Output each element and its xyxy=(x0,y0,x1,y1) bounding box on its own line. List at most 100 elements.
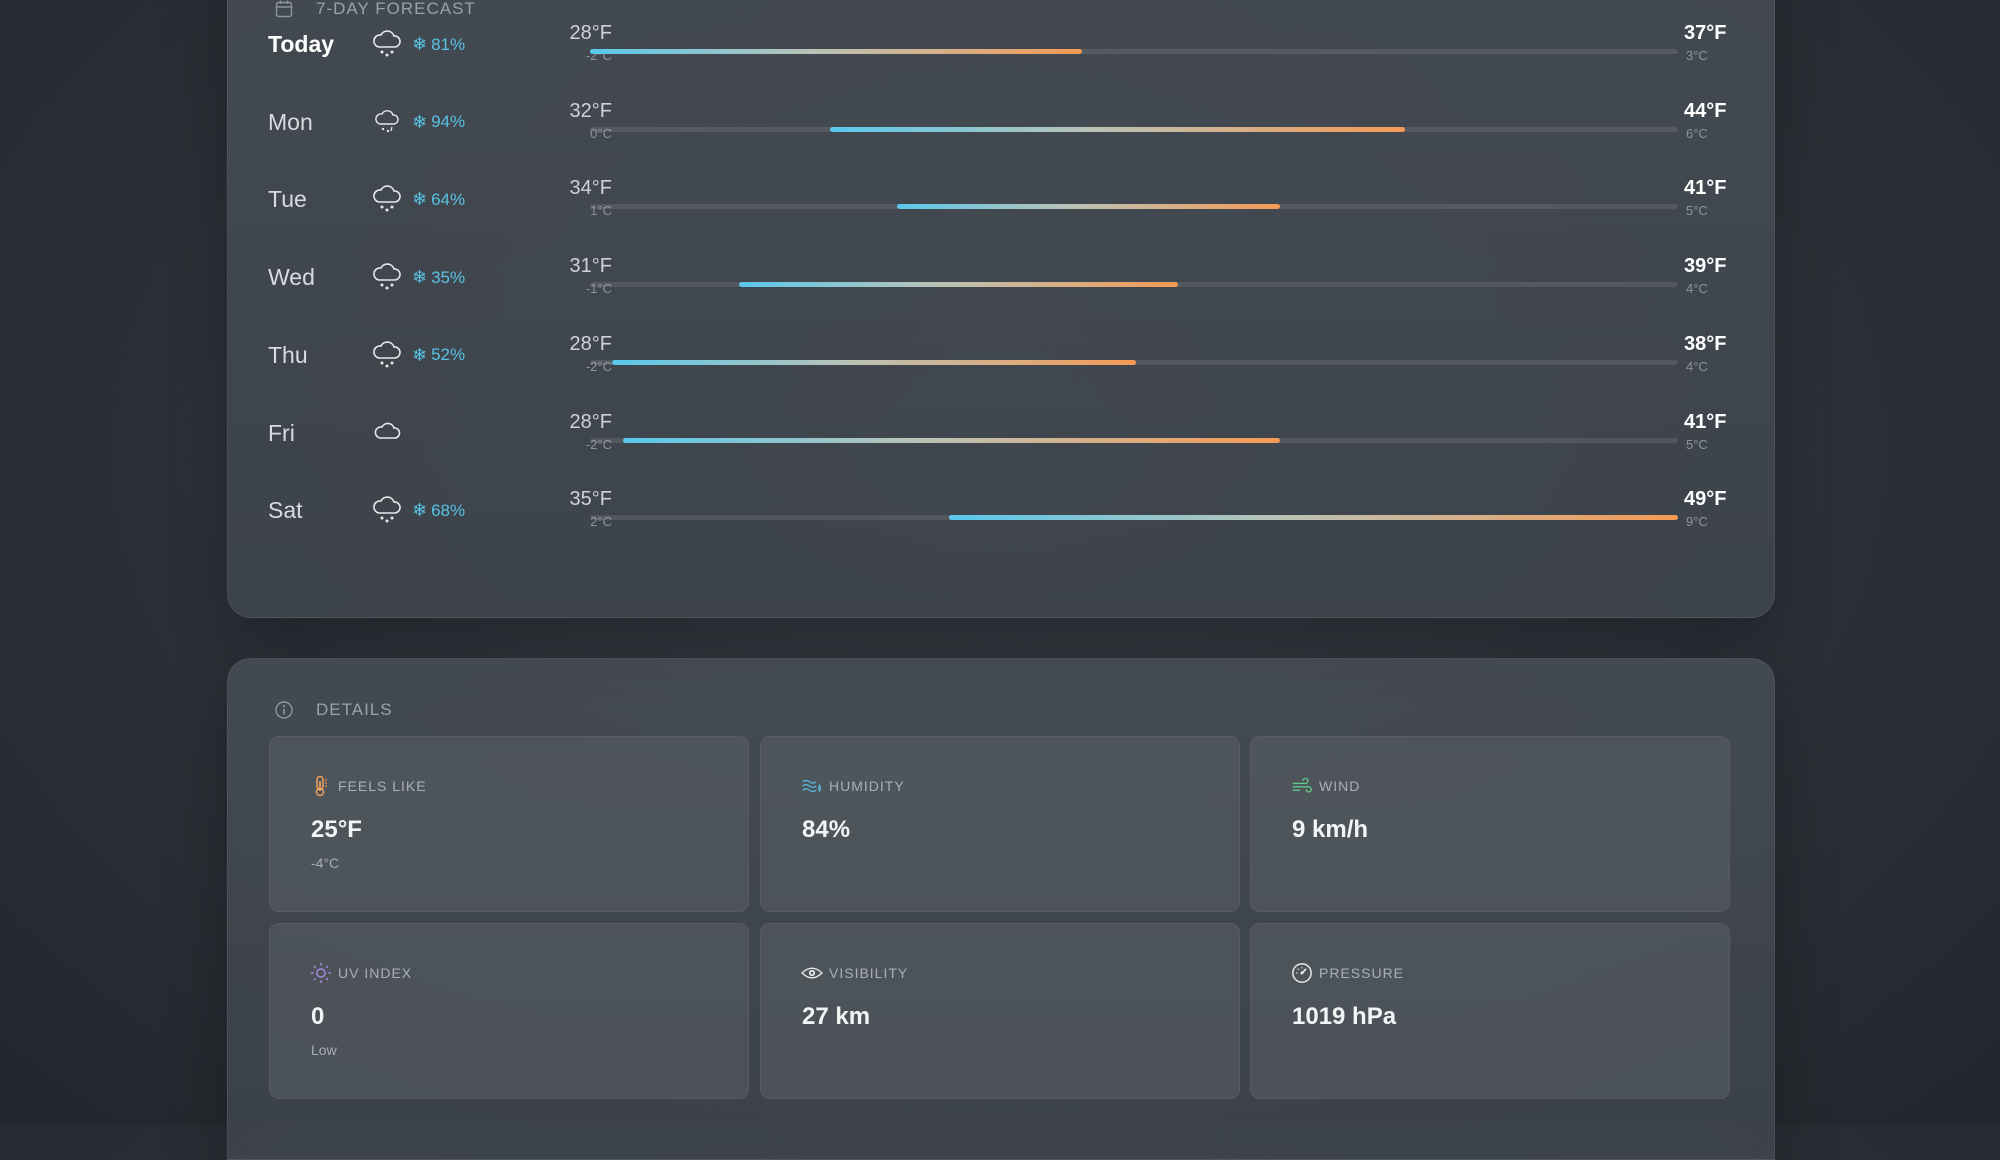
forecast-day-label: Wed xyxy=(268,264,315,291)
high-temp-f: 41°F xyxy=(1684,177,1727,200)
feels-like-value: 25°F xyxy=(311,816,362,843)
snow-cloud-icon xyxy=(371,495,403,525)
precip-value: 81% xyxy=(431,34,466,54)
precip-chance: ❄ 81% xyxy=(412,34,465,55)
card-label-text: UV Index xyxy=(338,965,413,981)
forecast-row-mon[interactable]: Mon ❄ 94% 32°F 0°C 44°F 6°C xyxy=(228,90,1774,160)
precip-value: 35% xyxy=(431,267,466,287)
precip-chance: ❄ 64% xyxy=(412,189,465,210)
precip-value: 68% xyxy=(431,500,466,520)
pressure-card[interactable]: Pressure 1019 hPa xyxy=(1250,923,1730,1099)
snow-cloud-icon xyxy=(371,262,403,292)
snowflake-icon: ❄ xyxy=(412,267,428,288)
wind-card[interactable]: Wind 9 km/h xyxy=(1250,736,1730,912)
gauge-icon xyxy=(1291,962,1313,984)
high-temp-c: 5°C xyxy=(1686,203,1708,219)
high-temp-f: 39°F xyxy=(1684,255,1727,278)
high-temp-f: 44°F xyxy=(1684,99,1727,122)
temp-range-track xyxy=(590,282,1678,288)
forecast-day-label: Fri xyxy=(268,419,295,446)
feels-like-label: Feels Like xyxy=(310,775,427,797)
precip-chance: ❄ 52% xyxy=(412,345,465,366)
humidity-waves-icon xyxy=(801,775,823,797)
forecast-day-label: Mon xyxy=(268,108,313,135)
forecast-day-label: Thu xyxy=(268,341,308,368)
low-temp-f: 32°F xyxy=(569,99,612,122)
snowflake-icon: ❄ xyxy=(412,111,428,132)
snowflake-icon: ❄ xyxy=(412,189,428,210)
high-temp-c: 4°C xyxy=(1686,358,1708,374)
forecast-day-label: Tue xyxy=(268,186,307,213)
temp-range-track xyxy=(590,515,1678,521)
pressure-label: Pressure xyxy=(1291,962,1404,984)
sun-icon xyxy=(310,962,332,984)
card-label-text: Humidity xyxy=(829,778,905,794)
forecast-panel: 7-Day Forecast Today ❄ 81% 28°F -2°C 37°F 3°C M… xyxy=(227,0,1775,618)
low-temp-c: 1°C xyxy=(590,203,612,219)
forecast-row-fri[interactable]: Fri 28°F -2°C 41°F 5°C xyxy=(228,401,1774,471)
uv-index-subtext: Low xyxy=(311,1042,337,1058)
visibility-value: 27 km xyxy=(802,1003,871,1030)
forecast-day-label: Today xyxy=(268,31,335,57)
forecast-row-thu[interactable]: Thu ❄ 52% 28°F -2°C 38°F 4°C xyxy=(228,323,1774,393)
temp-range-bar xyxy=(611,359,1137,365)
details-header: Details xyxy=(274,700,393,720)
wind-label: Wind xyxy=(1291,775,1360,797)
sleet-cloud-icon xyxy=(371,107,403,137)
wind-value: 9 km/h xyxy=(1292,816,1369,843)
high-temp-f: 49°F xyxy=(1684,488,1727,511)
high-temp-f: 41°F xyxy=(1684,410,1727,433)
precip-chance: ❄ 94% xyxy=(412,112,465,133)
precip-chance: ❄ 35% xyxy=(412,267,465,288)
forecast-row-tue[interactable]: Tue ❄ 64% 34°F 1°C 41°F 5°C xyxy=(228,167,1774,237)
precip-value: 52% xyxy=(431,345,466,365)
forecast-title: 7-Day Forecast xyxy=(316,0,476,18)
temp-range-bar xyxy=(896,204,1280,210)
precip-value: 64% xyxy=(431,189,466,209)
forecast-day-label: Sat xyxy=(268,497,303,524)
temp-range-bar xyxy=(590,49,1082,54)
eye-icon xyxy=(801,962,823,984)
card-label-text: Feels Like xyxy=(338,778,427,794)
uv-index-card[interactable]: UV Index 0 Low xyxy=(269,923,749,1099)
temp-range-track xyxy=(590,437,1678,443)
temp-range-bar xyxy=(830,126,1405,132)
snow-cloud-icon xyxy=(371,340,403,370)
high-temp-c: 4°C xyxy=(1686,281,1708,297)
forecast-row-wed[interactable]: Wed ❄ 35% 31°F -1°C 39°F 4°C xyxy=(228,245,1774,315)
low-temp-f: 28°F xyxy=(569,22,612,44)
forecast-row-sat[interactable]: Sat ❄ 68% 35°F 2°C 49°F 9°C xyxy=(228,478,1774,548)
info-icon xyxy=(275,701,293,719)
temp-range-bar xyxy=(739,282,1178,288)
pressure-value: 1019 hPa xyxy=(1292,1003,1397,1030)
humidity-value: 84% xyxy=(802,816,851,843)
high-temp-f: 37°F xyxy=(1684,22,1727,44)
high-temp-c: 6°C xyxy=(1686,125,1708,141)
snow-cloud-icon xyxy=(371,29,403,59)
low-temp-c: -2°C xyxy=(585,358,612,374)
card-label-text: Wind xyxy=(1319,778,1361,794)
feels-like-card[interactable]: Feels Like 25°F -4°C xyxy=(269,736,749,912)
snowflake-icon: ❄ xyxy=(412,500,428,521)
feels-like-subtext: -4°C xyxy=(311,855,340,871)
forecast-row-today[interactable]: Today ❄ 81% 28°F -2°C 37°F 3°C xyxy=(228,12,1774,82)
low-temp-c: -1°C xyxy=(585,281,612,297)
temp-range-track xyxy=(590,126,1678,132)
thermometer-icon xyxy=(310,775,332,797)
precip-value: 94% xyxy=(431,112,466,132)
temp-range-bar xyxy=(949,515,1678,521)
details-panel: Details Feels Like 25°F -4°C Humidity 84% Win… xyxy=(227,658,1775,1160)
temp-range-track xyxy=(590,204,1678,210)
high-temp-f: 38°F xyxy=(1684,332,1727,355)
uv-index-label: UV Index xyxy=(310,962,412,984)
snow-cloud-icon xyxy=(371,184,403,214)
visibility-card[interactable]: Visibility 27 km xyxy=(760,923,1240,1099)
high-temp-c: 3°C xyxy=(1686,48,1708,63)
low-temp-c: 2°C xyxy=(590,514,612,530)
low-temp-f: 28°F xyxy=(569,332,612,355)
temp-range-bar xyxy=(622,437,1280,443)
humidity-card[interactable]: Humidity 84% xyxy=(760,736,1240,912)
low-temp-f: 28°F xyxy=(569,410,612,433)
low-temp-f: 34°F xyxy=(569,177,612,200)
calendar-icon xyxy=(275,0,293,18)
